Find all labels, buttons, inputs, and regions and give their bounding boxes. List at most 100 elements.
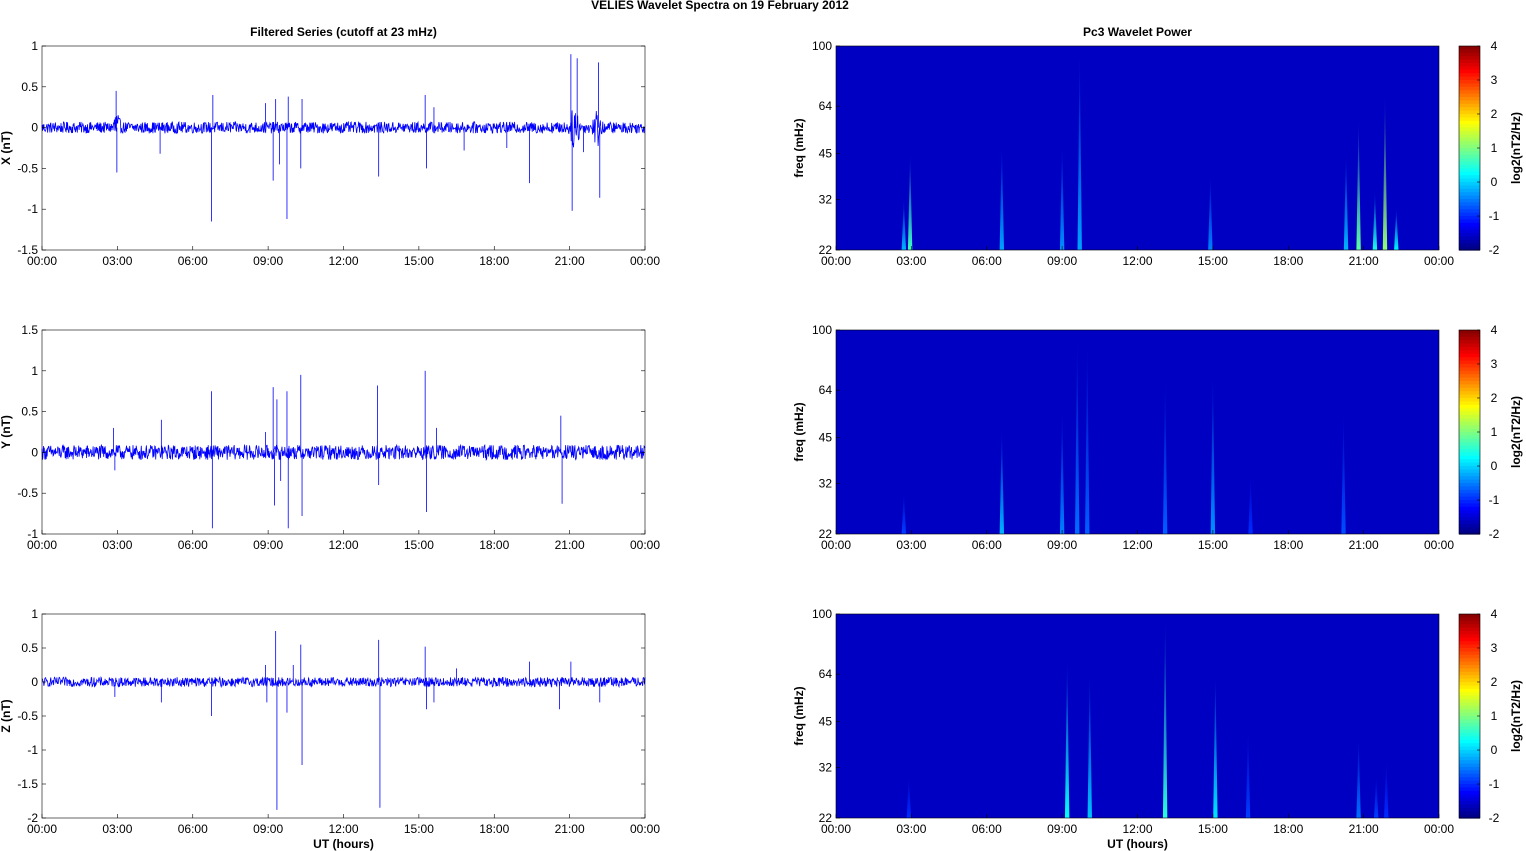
colorbar-cell bbox=[1459, 185, 1480, 190]
colorbar-cell bbox=[1459, 452, 1480, 457]
colorbar-cell bbox=[1459, 151, 1480, 156]
colorbar-cell bbox=[1459, 709, 1480, 714]
x-tick-label: 12:00 bbox=[1122, 538, 1152, 552]
colorbar-tick-label: 4 bbox=[1491, 607, 1498, 621]
figure-title: VELIES Wavelet Spectra on 19 February 20… bbox=[591, 0, 849, 12]
x-tick-label: 09:00 bbox=[253, 822, 283, 836]
colorbar-cell bbox=[1459, 500, 1480, 504]
y-tick-label: 0 bbox=[31, 121, 38, 135]
colorbar-cell bbox=[1459, 330, 1480, 334]
heatmap-event bbox=[1064, 658, 1070, 818]
colorbar-tick-label: 0 bbox=[1491, 743, 1498, 757]
x-tick-label: 18:00 bbox=[1273, 538, 1303, 552]
colorbar-cell bbox=[1459, 199, 1480, 203]
series-line bbox=[41, 110, 646, 148]
y-tick-label: 100 bbox=[812, 323, 832, 337]
colorbar-cell bbox=[1459, 692, 1480, 697]
colorbar-cell bbox=[1459, 394, 1480, 399]
colorbar-cell bbox=[1459, 137, 1480, 142]
colorbar-cell bbox=[1459, 614, 1480, 618]
heatmap-event bbox=[1213, 674, 1218, 818]
y-tick-label: 45 bbox=[819, 715, 833, 729]
colorbar-cell bbox=[1459, 794, 1480, 799]
x-tick-label: 18:00 bbox=[479, 538, 509, 552]
colorbar-cell bbox=[1459, 476, 1480, 481]
x-tick-label: 06:00 bbox=[178, 254, 208, 268]
colorbar-cell bbox=[1459, 333, 1480, 338]
colorbar-tick-label: 4 bbox=[1491, 323, 1498, 337]
colorbar-cell bbox=[1459, 462, 1480, 467]
panels: 10.50-0.5-1-1.500:00 03:00 06:00 09:00 12:00… bbox=[0, 25, 1523, 851]
x-tick-label: 00:00 bbox=[821, 822, 851, 836]
colorbar-cell bbox=[1459, 449, 1480, 453]
colorbar-cell bbox=[1459, 222, 1480, 227]
y-tick-label: 1 bbox=[31, 364, 38, 378]
x-tick-label: 15:00 bbox=[404, 822, 434, 836]
colorbar-cell bbox=[1459, 367, 1480, 372]
colorbar-cell bbox=[1459, 780, 1480, 785]
heatmap-event bbox=[1075, 336, 1080, 534]
colorbar-cell bbox=[1459, 246, 1480, 251]
panel-title: Pc3 Wavelet Power bbox=[1083, 25, 1192, 39]
colorbar-cell bbox=[1459, 756, 1480, 761]
x-tick-label: 00:00 bbox=[630, 254, 660, 268]
colorbar-cell bbox=[1459, 73, 1480, 78]
colorbar-cell bbox=[1459, 705, 1480, 710]
colorbar-cell bbox=[1459, 212, 1480, 217]
colorbar-tick-label: -2 bbox=[1489, 243, 1500, 257]
colorbar-cell bbox=[1459, 445, 1480, 450]
heatmap-event bbox=[901, 492, 907, 534]
colorbar-cell bbox=[1459, 777, 1480, 782]
colorbar-cell bbox=[1459, 357, 1480, 362]
x-axis-label: UT (hours) bbox=[313, 837, 374, 851]
colorbar-cell bbox=[1459, 442, 1480, 447]
colorbar-cell bbox=[1459, 466, 1480, 470]
colorbar-cell bbox=[1459, 233, 1480, 237]
colorbar-tick-label: 1 bbox=[1491, 141, 1498, 155]
colorbar-cell bbox=[1459, 432, 1480, 436]
colorbar-cell bbox=[1459, 790, 1480, 795]
x-tick-label: 09:00 bbox=[1047, 538, 1077, 552]
colorbar-cell bbox=[1459, 739, 1480, 744]
colorbar-cell bbox=[1459, 188, 1480, 193]
heatmap-event bbox=[1059, 144, 1065, 250]
colorbar-cell bbox=[1459, 418, 1480, 423]
colorbar-tick-label: -1 bbox=[1489, 209, 1500, 223]
colorbar-tick-label: 3 bbox=[1491, 357, 1498, 371]
heatmap-event bbox=[906, 776, 912, 818]
colorbar-cell bbox=[1459, 753, 1480, 758]
colorbar-cell bbox=[1459, 729, 1480, 734]
colorbar-cell bbox=[1459, 360, 1480, 365]
colorbar-cell bbox=[1459, 671, 1480, 676]
colorbar-cell bbox=[1459, 168, 1480, 173]
colorbar-cell bbox=[1459, 425, 1480, 430]
heatmap-event bbox=[1210, 374, 1216, 534]
colorbar-tick-label: 1 bbox=[1491, 425, 1498, 439]
colorbar-cell bbox=[1459, 158, 1480, 163]
colorbar-cell bbox=[1459, 617, 1480, 622]
heatmap-background bbox=[836, 46, 1439, 250]
x-tick-label: 18:00 bbox=[479, 254, 509, 268]
heatmap-event bbox=[1162, 378, 1168, 534]
colorbar-cell bbox=[1459, 148, 1480, 152]
x-tick-label: 15:00 bbox=[1198, 822, 1228, 836]
colorbar-cell bbox=[1459, 702, 1480, 707]
x-tick-label: 21:00 bbox=[555, 822, 585, 836]
colorbar-cell bbox=[1459, 391, 1480, 396]
y-axis-label: Z (nT) bbox=[0, 699, 13, 732]
colorbar-cell bbox=[1459, 688, 1480, 693]
colorbar-cell bbox=[1459, 428, 1480, 433]
colorbar-cell bbox=[1459, 517, 1480, 521]
heatmap-event bbox=[1077, 52, 1082, 250]
colorbar-cell bbox=[1459, 80, 1480, 84]
heatmap-background bbox=[836, 614, 1439, 818]
heatmap-event bbox=[1208, 176, 1213, 250]
colorbar-cell bbox=[1459, 486, 1480, 491]
colorbar-cell bbox=[1459, 209, 1480, 214]
colorbar-cell bbox=[1459, 699, 1480, 703]
colorbar-cell bbox=[1459, 773, 1480, 778]
heatmap-event bbox=[1087, 672, 1092, 818]
colorbar-cell bbox=[1459, 719, 1480, 724]
